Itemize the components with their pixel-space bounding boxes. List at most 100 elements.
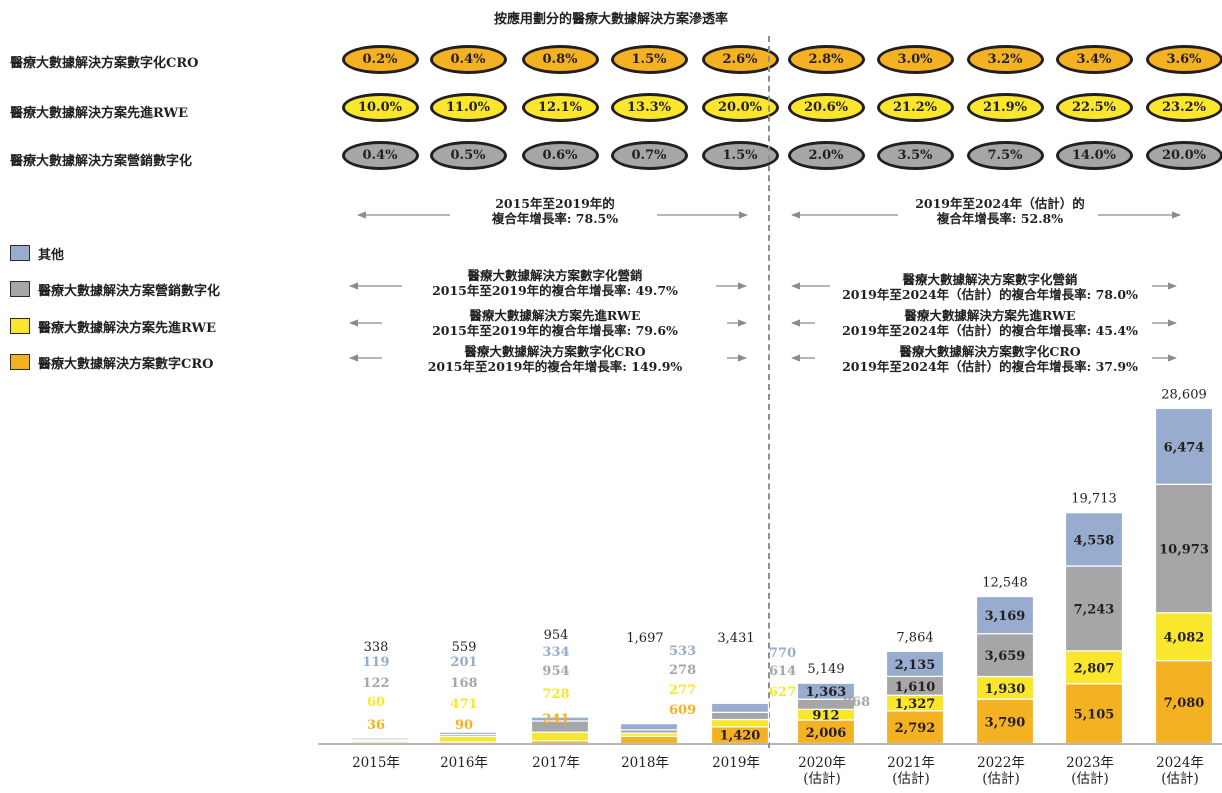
bar-label-rwe-5: 912: [812, 709, 839, 724]
segment-cagr-right-rwe-line2: 2019年至2024年（估計）的複合年增長率: 45.4%: [842, 323, 1138, 338]
bar-total-9: 28,609: [1161, 388, 1207, 403]
penetration-pill-rwe-7: 21.9%: [966, 93, 1044, 122]
penetration-pill-cro-4: 2.6%: [701, 45, 779, 74]
bar-label-other-4: 770: [769, 646, 796, 661]
penetration-pill-rwe-3: 13.3%: [610, 93, 688, 122]
bar-total-8: 19,713: [1071, 492, 1117, 507]
x-tick-label-0: 2015年: [352, 755, 400, 771]
segment-cagr-left-cro: 醫療大數據解決方案數字化CRO 2015年至2019年的複合年增長率: 149.…: [380, 344, 730, 374]
penetration-pill-rwe-5: 20.6%: [787, 93, 865, 122]
bar-label-rwe-3: 277: [669, 683, 696, 698]
x-tick-label-7-sub: (估計): [982, 771, 1020, 787]
penetration-pill-rwe-0: 10.0%: [341, 93, 419, 122]
penetration-pill-rwe-6: 21.2%: [876, 93, 954, 122]
chart-title: 按應用劃分的醫療大數據解決方案滲透率: [493, 12, 728, 27]
x-tick-label-2: 2017年: [532, 755, 580, 771]
bar-label-cro-4: 1,420: [720, 729, 761, 744]
bar-other-1: [438, 731, 498, 736]
overall-cagr-left-line2: 複合年增長率: 78.5%: [491, 211, 619, 226]
bar-other-3: [619, 723, 679, 731]
bar-label-cro-2: 241: [542, 712, 569, 727]
bar-other-6: [885, 650, 945, 678]
penetration-pill-marketing-2: 0.6%: [521, 141, 599, 170]
bar-label-rwe-9: 4,082: [1164, 631, 1205, 646]
penetration-pill-marketing-9: 20.0%: [1145, 141, 1222, 170]
segment-cagr-left-cro-line1: 醫療大數據解決方案數字化CRO: [464, 344, 646, 359]
bar-total-3: 1,697: [626, 631, 663, 646]
penetration-pill-cro-8: 3.4%: [1055, 45, 1133, 74]
penetration-pill-marketing-5: 2.0%: [787, 141, 865, 170]
bar-total-7: 12,548: [982, 576, 1028, 591]
penetration-pill-cro-7: 3.2%: [966, 45, 1044, 74]
penetration-pill-marketing-6: 3.5%: [876, 141, 954, 170]
bar-label-cro-9: 7,080: [1164, 696, 1205, 711]
bar-label-other-3: 533: [669, 644, 696, 659]
bar-other-8: [1064, 512, 1124, 567]
bar-other-9: [1154, 407, 1214, 485]
legend-label-cro: 醫療大數據解決方案數字CRO: [38, 356, 214, 372]
bar-label-marketing-8: 7,243: [1074, 602, 1115, 617]
x-tick-label-9: 2024年: [1156, 755, 1204, 771]
bar-label-rwe-0: 60: [367, 695, 385, 710]
penetration-row-label-cro: 醫療大數據解決方案數字化CRO: [10, 56, 199, 71]
legend-item-cro: 醫療大數據解決方案數字CRO: [10, 353, 214, 372]
bar-label-cro-6: 2,792: [895, 721, 936, 736]
value-labels-group: 338 36 60 122 119 559 90 471 168 201 954 241 728 954 3…: [362, 388, 1208, 744]
segment-cagr-left-cro-line2: 2015年至2019年的複合年增長率: 149.9%: [427, 359, 683, 374]
segment-cagr-right-marketing-line2: 2019年至2024年（估計）的複合年增長率: 78.0%: [842, 287, 1138, 302]
legend-swatch-other: [10, 245, 30, 261]
bar-rwe-9: [1154, 612, 1214, 662]
bar-label-other-7: 3,169: [985, 609, 1026, 624]
bar-label-cro-8: 5,105: [1074, 708, 1115, 723]
segment-cagr-left-marketing-line1: 醫療大數據解決方案數字化營銷: [467, 268, 643, 283]
bar-other-0: [350, 736, 410, 740]
bar-label-other-5: 1,363: [806, 685, 847, 700]
bar-cro-9: [1154, 659, 1214, 745]
forecast-divider: [768, 36, 770, 748]
bar-label-rwe-8: 2,807: [1074, 661, 1115, 676]
penetration-pill-cro-6: 3.0%: [876, 45, 954, 74]
bar-total-4: 3,431: [717, 631, 754, 646]
bar-label-marketing-0: 122: [362, 676, 389, 691]
penetration-row-label-rwe: 醫療大數據解決方案先進RWE: [10, 106, 189, 121]
penetration-pill-cro-9: 3.6%: [1145, 45, 1222, 74]
legend-label-rwe: 醫療大數據解決方案先進RWE: [38, 320, 217, 336]
bar-label-rwe-7: 1,930: [985, 682, 1026, 697]
x-tick-label-9-sub: (估計): [1161, 771, 1199, 787]
segment-cagr-left-marketing-line2: 2015年至2019年的複合年增長率: 49.7%: [432, 283, 678, 298]
segment-cagr-right-rwe-line1: 醫療大數據解決方案先進RWE: [904, 308, 1076, 323]
legend-item-marketing: 醫療大數據解決方案營銷數字化: [10, 280, 220, 299]
penetration-pill-marketing-4: 1.5%: [701, 141, 779, 170]
bar-total-1: 559: [452, 640, 477, 655]
bar-label-marketing-5: 868: [843, 695, 870, 710]
bar-label-cro-0: 36: [367, 718, 385, 733]
segment-cagr-left-rwe-line1: 醫療大數據解決方案先進RWE: [469, 308, 641, 323]
bar-rwe-4: [710, 718, 770, 728]
x-tick-label-1: 2016年: [440, 755, 488, 771]
bar-label-marketing-6: 1,610: [895, 680, 936, 695]
legend-swatch-rwe: [10, 318, 30, 334]
segment-cagr-left-rwe-line2: 2015年至2019年的複合年增長率: 79.6%: [432, 323, 678, 338]
bars-group: [350, 407, 1214, 745]
segment-cagr-right-cro-line2: 2019年至2024年（估計）的複合年增長率: 37.9%: [842, 359, 1138, 374]
x-tick-label-3: 2018年: [621, 755, 669, 771]
bar-label-marketing-1: 168: [450, 676, 477, 691]
segment-cagr-left-rwe: 醫療大數據解決方案先進RWE 2015年至2019年的複合年增長率: 79.6%: [380, 308, 730, 338]
segment-cagr-right-marketing: 醫療大數據解決方案數字化營銷 2019年至2024年（估計）的複合年增長率: 7…: [810, 272, 1170, 302]
x-tick-label-6-sub: (估計): [892, 771, 930, 787]
bar-label-cro-5: 2,006: [806, 726, 847, 741]
legend-swatch-marketing: [10, 281, 30, 297]
segment-cagr-right-rwe: 醫療大數據解決方案先進RWE 2019年至2024年（估計）的複合年增長率: 4…: [810, 308, 1170, 338]
bar-rwe-2: [530, 731, 590, 742]
bar-total-5: 5,149: [807, 662, 844, 677]
penetration-pill-cro-0: 0.2%: [341, 45, 419, 74]
bar-label-other-0: 119: [362, 655, 389, 670]
bar-rwe-1: [438, 735, 498, 743]
x-axis-tick-labels: 2015年 2016年 2017年 2018年 2019年 2020年(估計)2021年(…: [352, 755, 1204, 787]
penetration-pill-rwe-9: 23.2%: [1145, 93, 1222, 122]
x-tick-label-8-sub: (估計): [1071, 771, 1109, 787]
bar-label-cro-3: 609: [669, 703, 696, 718]
bar-total-2: 954: [544, 628, 569, 643]
penetration-pill-marketing-0: 0.4%: [341, 141, 419, 170]
x-tick-label-6: 2021年: [887, 755, 935, 771]
